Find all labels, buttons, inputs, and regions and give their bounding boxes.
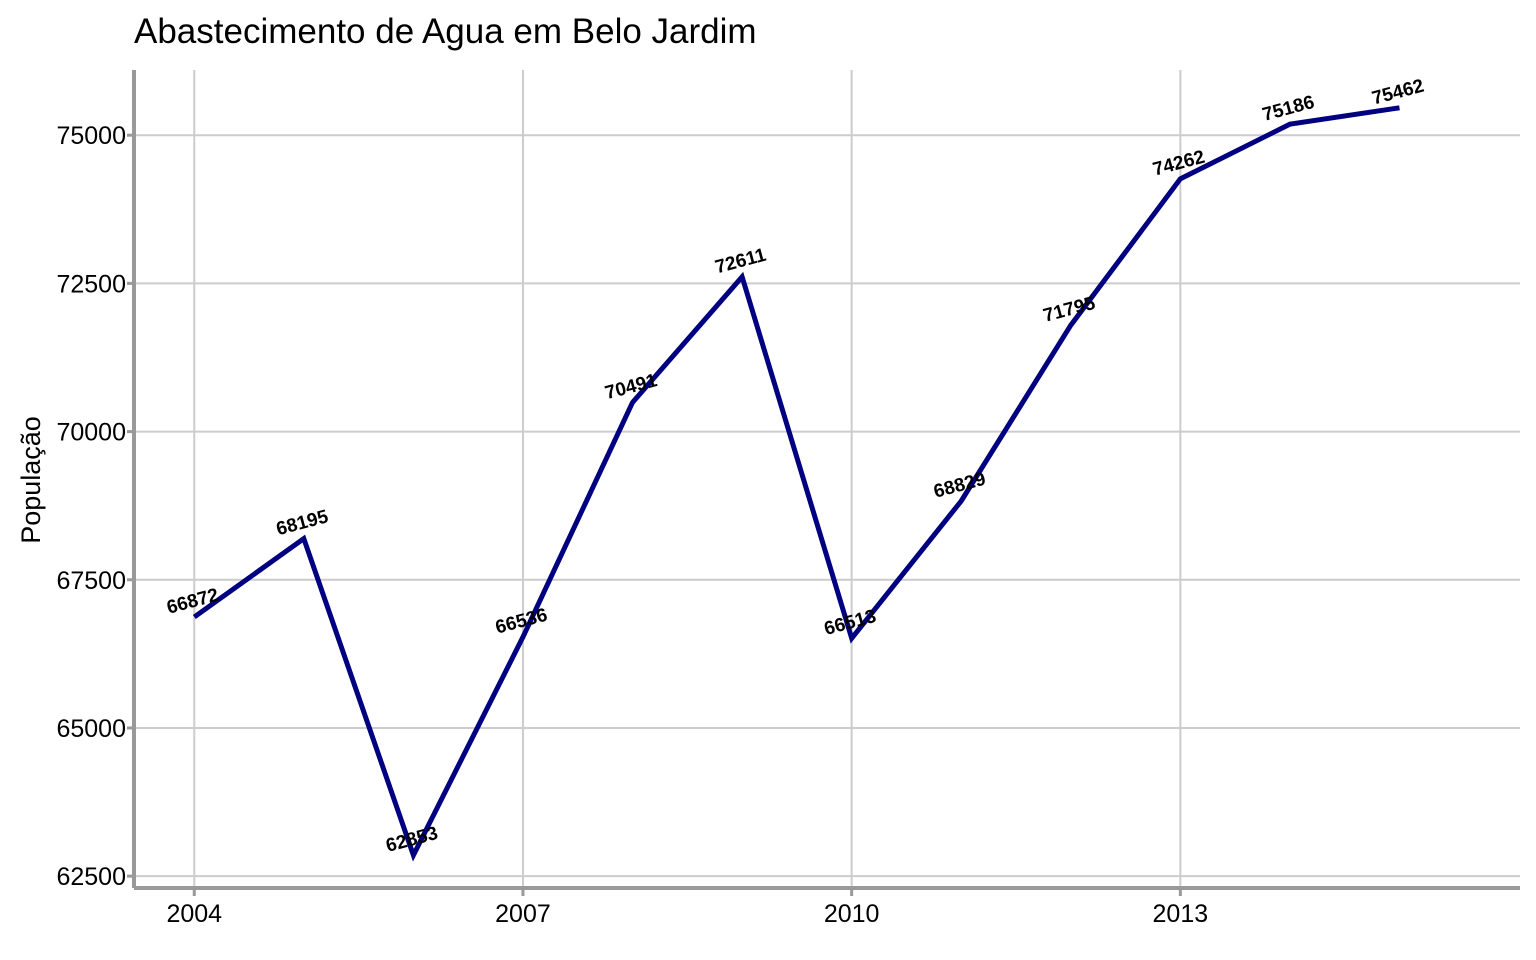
axes — [132, 70, 1520, 890]
data-labels: 6687268195628536653670491726116651368829… — [165, 76, 1427, 857]
y-tick-label: 67500 — [56, 567, 126, 595]
y-axis-label: População — [16, 416, 46, 544]
y-axis-ticks: 62500 65000 67500 70000 72500 75000 — [56, 122, 134, 891]
data-label: 68195 — [274, 506, 331, 540]
data-label: 68829 — [932, 469, 988, 503]
y-tick-label: 65000 — [56, 715, 126, 743]
y-tick-label: 72500 — [56, 270, 126, 298]
y-tick-label: 70000 — [56, 419, 126, 447]
data-label: 72611 — [713, 245, 769, 279]
data-label: 66536 — [493, 605, 549, 639]
x-tick-label: 2010 — [824, 900, 880, 928]
chart-title: Abastecimento de Agua em Belo Jardim — [134, 12, 757, 51]
data-label: 66872 — [165, 585, 221, 619]
data-label: 74262 — [1151, 147, 1207, 181]
x-tick-label: 2013 — [1153, 900, 1209, 928]
x-axis-ticks: 2004 2007 2010 2013 — [166, 888, 1208, 928]
data-label: 71795 — [1041, 293, 1098, 327]
y-tick-label: 62500 — [56, 863, 126, 891]
x-tick-label: 2004 — [166, 900, 222, 928]
gridlines — [134, 70, 1520, 888]
series-lines — [192, 105, 1400, 862]
data-label: 75462 — [1370, 76, 1426, 110]
x-tick-label: 2007 — [495, 900, 551, 928]
series-line — [192, 105, 1400, 862]
y-tick-label: 75000 — [56, 122, 126, 150]
data-label: 70491 — [603, 370, 660, 404]
